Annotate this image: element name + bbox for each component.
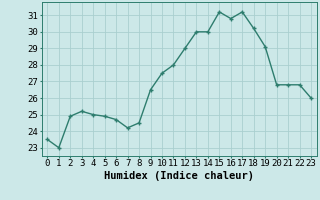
X-axis label: Humidex (Indice chaleur): Humidex (Indice chaleur) [104,171,254,181]
